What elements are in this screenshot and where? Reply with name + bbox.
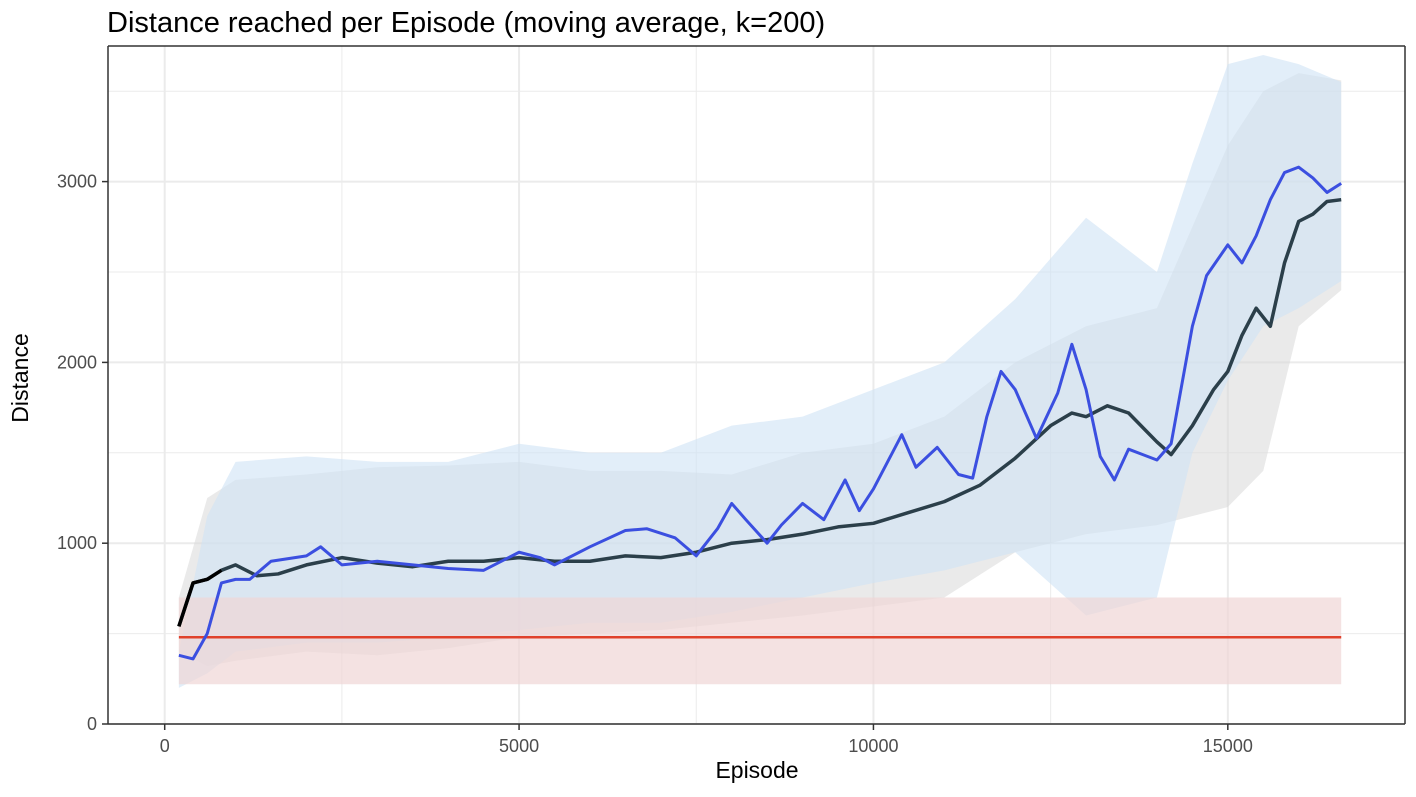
x-tick-label: 0 (160, 736, 170, 756)
x-axis-title: Episode (715, 757, 798, 783)
blue-confidence-band (178, 55, 1342, 688)
blue-series-line (178, 165, 1343, 661)
band-layer (178, 55, 1342, 688)
dark-series-start-segment (177, 568, 223, 627)
y-tick-label: 0 (87, 714, 97, 734)
y-tick-label: 1000 (57, 533, 97, 553)
y-axis-title: Distance (7, 333, 33, 422)
axis-layer: 0 5000 10000 15000 0 1000 2000 3000 (57, 45, 1406, 756)
x-tick-label: 5000 (499, 736, 539, 756)
line-layer (177, 165, 1343, 661)
y-tick-label: 2000 (57, 352, 97, 372)
x-tick-label: 10000 (848, 736, 898, 756)
chart-title: Distance reached per Episode (moving ave… (107, 7, 825, 39)
x-tick-label: 15000 (1203, 736, 1253, 756)
plot-panel (108, 46, 1405, 725)
dark-series-line (177, 197, 1342, 627)
y-tick-label: 3000 (57, 172, 97, 192)
red-baseline-band (178, 597, 1342, 685)
